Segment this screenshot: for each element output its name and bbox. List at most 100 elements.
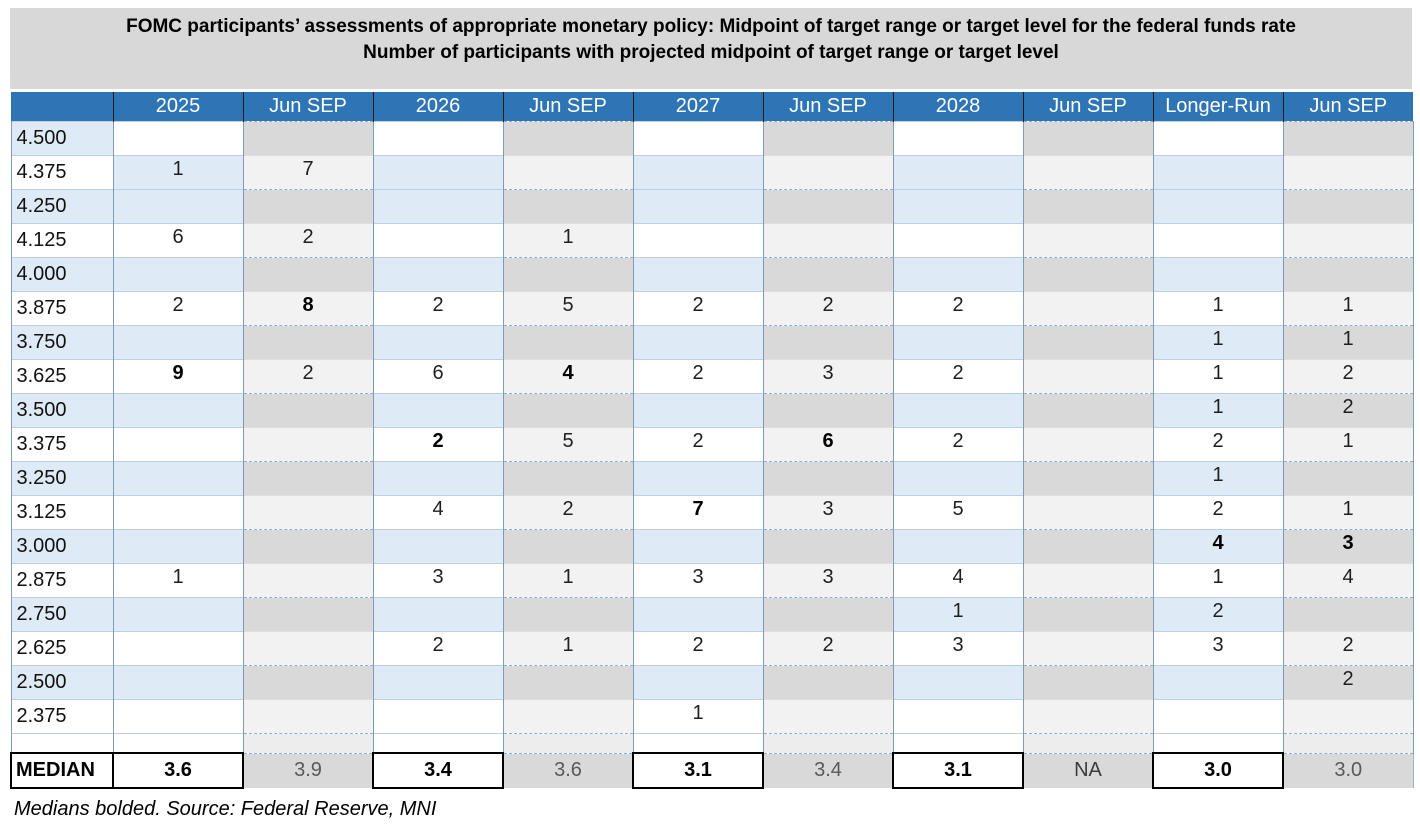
participant-count-cell: 5 [502,290,633,325]
table-title-line2: Number of participants with projected mi… [363,42,1059,63]
empty-cell [1152,664,1283,699]
empty-cell [502,324,633,359]
empty-cell [242,426,373,461]
empty-cell [892,222,1023,257]
empty-cell [1022,562,1153,597]
empty-cell [762,154,893,189]
participant-count-cell: 2 [632,630,763,665]
rate-label: 2.750 [10,596,113,631]
empty-cell [112,324,243,359]
empty-cell [1022,698,1153,733]
rate-label: 4.375 [10,154,113,189]
column-header-2025: 2025 [112,92,243,121]
empty-cell [892,460,1023,495]
empty-cell [762,222,893,257]
empty-cell [1022,630,1153,665]
empty-cell [892,154,1023,189]
participant-count-cell: 2 [632,358,763,393]
spacer-cell [632,732,763,753]
empty-cell [892,392,1023,427]
empty-cell [502,664,633,699]
empty-cell [502,188,633,223]
empty-cell [632,664,763,699]
spacer-cell [372,732,503,753]
participant-count-cell: 8 [242,290,373,325]
participant-count-cell: 6 [372,358,503,393]
participant-count-cell: 2 [632,290,763,325]
participant-count-cell: 3 [1282,528,1414,563]
participant-count-cell: 1 [1152,324,1283,359]
participant-count-cell: 3 [1152,630,1283,665]
spacer-cell [762,732,893,753]
participant-count-cell: 1 [502,630,633,665]
empty-cell [242,460,373,495]
column-header-jun-sep: Jun SEP [242,92,373,121]
empty-cell [502,154,633,189]
median-value: 3.9 [242,752,374,788]
empty-cell [242,630,373,665]
empty-cell [1022,290,1153,325]
empty-cell [1022,664,1153,699]
empty-cell [1152,120,1283,155]
participant-count-cell: 2 [1282,358,1414,393]
participant-count-cell: 2 [372,290,503,325]
empty-cell [242,494,373,529]
empty-cell [1282,222,1414,257]
participant-count-cell: 1 [1282,426,1414,461]
empty-cell [1282,188,1414,223]
empty-cell [112,494,243,529]
participant-count-cell: 3 [892,630,1023,665]
median-value: 3.0 [1282,752,1414,788]
empty-cell [1282,256,1414,291]
empty-cell [502,120,633,155]
empty-cell [892,528,1023,563]
table-row: 3.250 1 [10,460,1414,495]
empty-cell [242,562,373,597]
empty-cell [1022,358,1153,393]
participant-count-cell: 1 [1152,358,1283,393]
empty-cell [112,460,243,495]
table-row: 2.500 2 [10,664,1414,699]
rate-label: 2.500 [10,664,113,699]
participant-count-cell: 2 [892,426,1023,461]
participant-count-cell: 4 [892,562,1023,597]
empty-cell [1282,120,1414,155]
participant-count-cell: 1 [1282,290,1414,325]
header-row: 2025 Jun SEP 2026 Jun SEP 2027 Jun SEP 2028 Jun… [11,92,1413,121]
rate-label: 2.625 [10,630,113,665]
empty-cell [632,256,763,291]
participant-count-cell: 2 [1282,392,1414,427]
empty-cell [242,664,373,699]
table-row: 3.375 2 5 2 6 2 2 1 [10,426,1414,461]
empty-cell [372,664,503,699]
table-row: 2.750 1 2 [10,596,1414,631]
empty-cell [892,188,1023,223]
empty-cell [632,222,763,257]
participant-count-cell: 2 [242,358,373,393]
empty-cell [762,392,893,427]
table-row: 2.625 2 1 2 2 3 3 2 [10,630,1414,665]
empty-cell [372,460,503,495]
median-value: 3.6 [112,752,244,789]
participant-count-cell: 2 [1282,630,1414,665]
empty-cell [1022,256,1153,291]
empty-cell [372,698,503,733]
empty-cell [632,154,763,189]
empty-cell [242,120,373,155]
empty-cell [112,120,243,155]
table-row: 4.000 [10,256,1414,291]
rate-label: 3.125 [10,494,113,529]
empty-cell [372,256,503,291]
empty-cell [1152,154,1283,189]
empty-cell [892,698,1023,733]
participant-count-cell: 4 [1152,528,1283,563]
participant-count-cell: 6 [112,222,243,257]
participant-count-cell: 1 [1152,392,1283,427]
rate-label: 3.250 [10,460,113,495]
participant-count-cell: 2 [762,630,893,665]
empty-cell [762,664,893,699]
empty-cell [1152,188,1283,223]
rate-label: 3.375 [10,426,113,461]
empty-cell [1022,528,1153,563]
column-header-jun-sep: Jun SEP [762,92,893,121]
